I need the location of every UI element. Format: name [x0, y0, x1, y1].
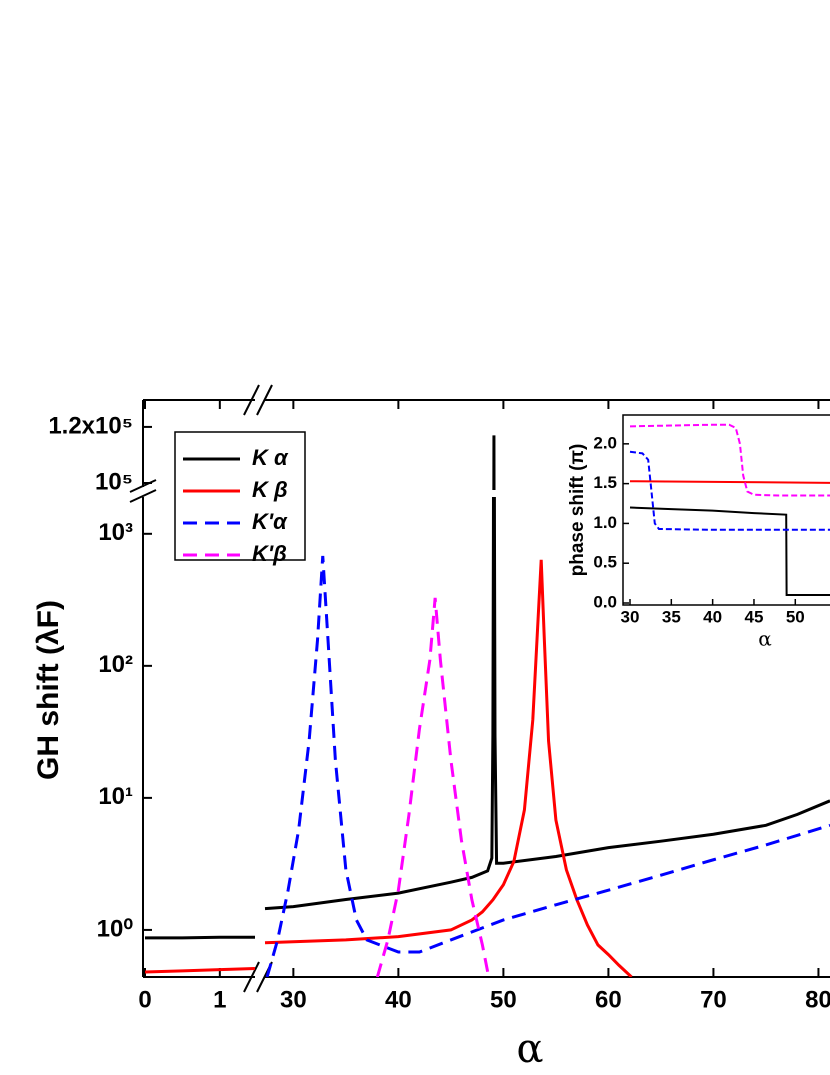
series-line: [375, 597, 491, 977]
legend-box: [174, 431, 306, 561]
inset-x-tick-label: 40: [703, 607, 722, 626]
series-line: [144, 559, 633, 977]
y-tick-label: 10³: [98, 519, 133, 546]
y-tick-label: 10²: [98, 651, 133, 678]
x-axis-label: α: [516, 1026, 543, 1072]
inset-y-label: phase shift (π): [567, 444, 588, 577]
x-tick-label: 0: [138, 986, 151, 1013]
y-tick-label: 10⁵: [95, 468, 133, 495]
legend-label: K'β: [252, 541, 287, 566]
main-plot: GH shift (λF) α 0 1 30 40 50 60 70 80 10⁰ 10¹ 10² 1…: [32, 384, 830, 1072]
series-line: [145, 497, 830, 940]
x-tick-label: 50: [490, 986, 517, 1013]
x-tick-label: 80: [805, 986, 830, 1013]
series-line: [629, 450, 830, 531]
series-line: [629, 480, 830, 484]
inset-x-tick-label: 50: [786, 607, 805, 626]
inset-x-label: α: [758, 627, 772, 651]
x-tick-label: 40: [385, 986, 412, 1013]
inset-x-tick-label: 45: [745, 607, 764, 626]
x-tick-label: 1: [213, 986, 226, 1013]
y-axis-label: GH shift (λF): [32, 600, 65, 780]
series-line: [629, 423, 830, 497]
inset-frame: [622, 414, 830, 606]
series-line: [265, 555, 830, 977]
inset-y-tick-label: 2.0: [593, 433, 617, 452]
legend: K α K β K'α K'β: [183, 445, 289, 566]
x-tick-label: 70: [700, 986, 727, 1013]
inset-y-tick-label: 0.5: [593, 553, 617, 572]
y-tick-label: 1.2x10⁵: [48, 412, 133, 439]
inset-y-tick-label: 1.0: [593, 513, 617, 532]
legend-label: K'α: [252, 509, 288, 534]
inset-x-tick-label: 30: [621, 607, 640, 626]
x-tick-label: 30: [280, 986, 307, 1013]
x-tick-label: 60: [595, 986, 622, 1013]
y-tick-label: 10⁰: [97, 915, 134, 942]
y-tick-label: 10¹: [98, 783, 133, 810]
series-line: [629, 506, 830, 597]
legend-label: K α: [252, 445, 289, 470]
inset-y-tick-label: 0.0: [593, 592, 617, 611]
axis-break-marks: [129, 384, 273, 993]
inset-y-tick-label: 1.5: [593, 473, 617, 492]
inset-x-tick-label: 35: [662, 607, 681, 626]
legend-label: K β: [252, 477, 288, 502]
inset-plot: phase shift (π) α 30 35 40 45 50 0.0 0.5 1.0 1.5…: [567, 414, 830, 651]
series-group: [144, 435, 830, 977]
